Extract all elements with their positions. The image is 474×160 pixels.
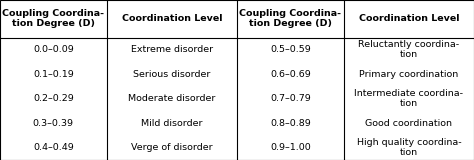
Text: 0.1–0.19: 0.1–0.19 <box>33 70 73 79</box>
Text: 0.2–0.29: 0.2–0.29 <box>33 94 73 103</box>
Text: Reluctantly coordina-
tion: Reluctantly coordina- tion <box>358 40 459 59</box>
Text: Extreme disorder: Extreme disorder <box>131 45 213 54</box>
Text: 0.9–1.00: 0.9–1.00 <box>270 143 310 152</box>
Text: Good coordination: Good coordination <box>365 119 452 128</box>
Text: Coordination Level: Coordination Level <box>121 14 222 23</box>
Text: 0.7–0.79: 0.7–0.79 <box>270 94 310 103</box>
Text: Primary coordination: Primary coordination <box>359 70 458 79</box>
Text: 0.6–0.69: 0.6–0.69 <box>270 70 310 79</box>
Text: Coupling Coordina-
tion Degree (D): Coupling Coordina- tion Degree (D) <box>239 9 341 28</box>
Text: Coordination Level: Coordination Level <box>358 14 459 23</box>
Text: 0.5–0.59: 0.5–0.59 <box>270 45 310 54</box>
Text: 0.3–0.39: 0.3–0.39 <box>33 119 74 128</box>
Text: Intermediate coordina-
tion: Intermediate coordina- tion <box>355 89 463 108</box>
Text: High quality coordina-
tion: High quality coordina- tion <box>356 138 461 157</box>
Text: Moderate disorder: Moderate disorder <box>128 94 216 103</box>
Text: Coupling Coordina-
tion Degree (D): Coupling Coordina- tion Degree (D) <box>2 9 104 28</box>
Text: Serious disorder: Serious disorder <box>133 70 210 79</box>
Text: Mild disorder: Mild disorder <box>141 119 202 128</box>
Text: 0.0–0.09: 0.0–0.09 <box>33 45 73 54</box>
Text: 0.4–0.49: 0.4–0.49 <box>33 143 73 152</box>
Text: Verge of disorder: Verge of disorder <box>131 143 213 152</box>
Text: 0.8–0.89: 0.8–0.89 <box>270 119 310 128</box>
